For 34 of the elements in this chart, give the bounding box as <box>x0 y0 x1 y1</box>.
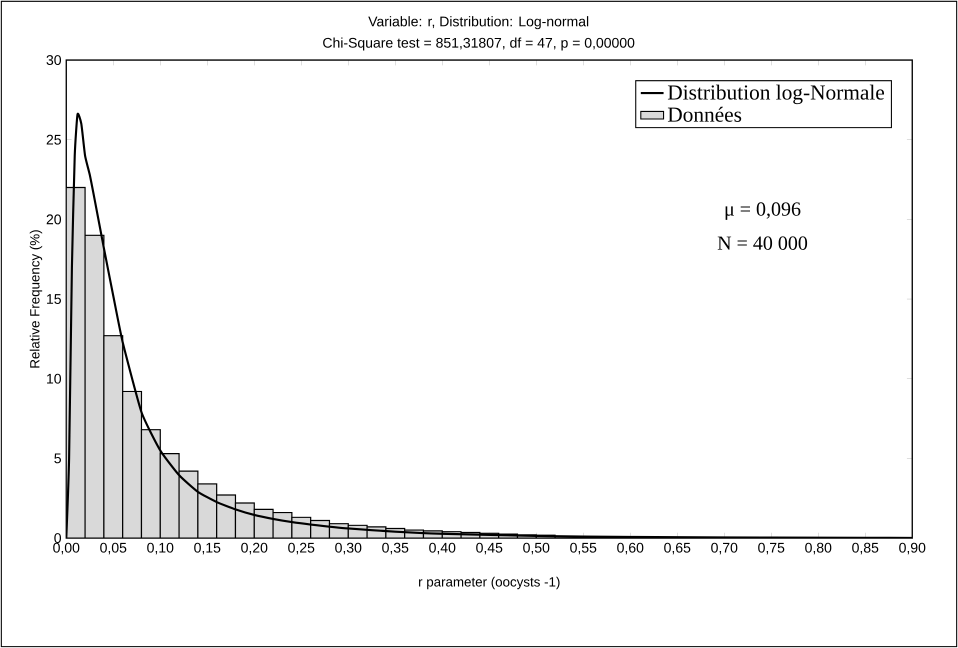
y-tick-label: 0 <box>54 533 62 544</box>
x-tick-label: 0,80 <box>805 542 832 554</box>
x-tick-label: 0,75 <box>758 542 784 554</box>
legend-label: Données <box>668 106 742 122</box>
x-tick-label: 0,65 <box>664 542 690 554</box>
y-tick-label: 30 <box>46 55 62 66</box>
x-tick-label: 0,55 <box>570 542 596 554</box>
y-axis-title: Relative Frequency (%) <box>30 230 42 368</box>
x-tick-label: 0,00 <box>53 542 80 554</box>
chart-title: Variable: r, Distribution: Log-normal <box>368 16 588 30</box>
x-tick-label: 0,45 <box>476 542 502 554</box>
chart-subtitle: Chi-Square test = 851,31807, df = 47, p = 0,00000 <box>323 37 634 51</box>
x-tick-label: 0,10 <box>147 542 174 554</box>
x-tick-label: 0,50 <box>523 542 550 554</box>
x-tick-label: 0,40 <box>429 542 456 554</box>
y-tick-label: 10 <box>47 374 62 384</box>
x-tick-label: 0,85 <box>852 542 878 554</box>
x-tick-label: 0,35 <box>382 542 408 554</box>
x-tick-label: 0,25 <box>288 542 314 554</box>
annotation: N = 40 000 <box>718 236 808 250</box>
x-axis-title: r parameter (oocysts -1) <box>419 576 560 590</box>
legend-label: Distribution log-Normale <box>668 84 884 104</box>
x-tick-label: 0,20 <box>241 542 268 554</box>
x-tick-label: 0,05 <box>100 542 126 554</box>
y-tick-label: 5 <box>54 454 61 464</box>
x-tick-label: 0,60 <box>617 542 644 554</box>
x-tick-label: 0,15 <box>194 542 220 554</box>
y-tick-label: 20 <box>46 214 62 224</box>
x-tick-label: 0,30 <box>335 542 362 554</box>
annotation: μ = 0,096 <box>726 202 800 220</box>
y-tick-label: 25 <box>46 134 61 145</box>
x-tick-label: 0,70 <box>711 542 738 554</box>
y-tick-label: 15 <box>47 294 61 304</box>
x-tick-label: 0,90 <box>899 542 926 554</box>
